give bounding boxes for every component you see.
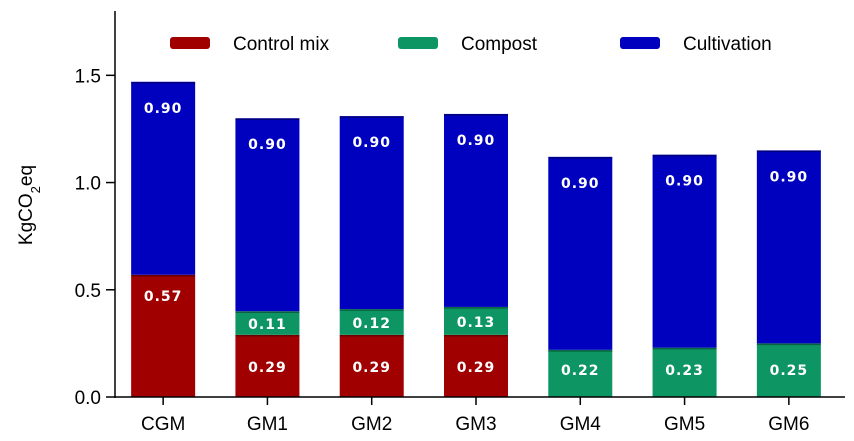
bar-control-mix-gm1 (235, 334, 300, 397)
bar-control-mix-gm3 (444, 334, 508, 397)
legend-swatch-compost (398, 37, 438, 49)
data-label-cultivation-gm3: 0.90 (457, 133, 496, 149)
x-tick-label-gm6: GM6 (768, 414, 809, 435)
y-axis-title-main: KgCO (16, 193, 37, 245)
y-tick-label-1.0: 1.0 (75, 174, 101, 195)
data-label-compost-gm1: 0.11 (248, 317, 287, 333)
y-axis-title-tail: eq (16, 165, 37, 186)
bar-control-mix-gm2 (339, 334, 404, 397)
data-label-cultivation-gm1: 0.90 (248, 137, 287, 153)
bar-control-mix-cgm (131, 274, 196, 397)
bar-cultivation-gm1 (235, 118, 300, 312)
legend-swatch-cultivation (620, 37, 660, 49)
y-tick-label-0.5: 0.5 (75, 281, 101, 302)
bar-compost-gm5 (652, 347, 717, 397)
legend-label-compost: Compost (461, 34, 538, 55)
x-axis: CGM GM1 GM2 GM3 GM4 GM5 GM6 (115, 396, 845, 435)
legend: Control mix Compost Cultivation (170, 34, 772, 55)
x-tick-label-cgm: CGM (141, 414, 185, 435)
bar-cultivation-gm2 (339, 116, 404, 310)
bar-compost-gm4 (548, 349, 613, 397)
bar-cultivation-cgm (131, 81, 196, 275)
data-labels: 0.57 0.90 0.29 0.11 0.90 0.29 0.12 0.90 0.29 0.13… (144, 101, 809, 379)
data-label-control-mix-gm2: 0.29 (352, 360, 391, 376)
data-label-cultivation-gm2: 0.90 (352, 135, 391, 151)
data-label-compost-gm5: 0.23 (665, 363, 704, 379)
data-label-control-mix-gm3: 0.29 (457, 360, 496, 376)
x-tick-label-gm5: GM5 (664, 414, 705, 435)
y-tick-label-0.0: 0.0 (75, 388, 101, 409)
data-label-compost-gm2: 0.12 (352, 316, 391, 332)
data-label-control-mix-cgm: 0.57 (144, 289, 183, 305)
legend-label-control-mix: Control mix (233, 34, 330, 55)
x-tick-label-gm4: GM4 (560, 414, 602, 435)
data-label-cultivation-gm5: 0.90 (665, 174, 704, 190)
y-axis-title-subscript: 2 (28, 186, 43, 193)
data-label-compost-gm4: 0.22 (561, 363, 600, 379)
bar-cultivation-gm3 (444, 113, 508, 307)
data-label-control-mix-gm1: 0.29 (248, 360, 287, 376)
data-label-cultivation-cgm: 0.90 (144, 101, 183, 117)
data-label-cultivation-gm4: 0.90 (561, 176, 600, 192)
x-tick-label-gm3: GM3 (455, 414, 496, 435)
y-axis: 0.0 0.5 1.0 1.5 (75, 11, 116, 409)
bars (131, 81, 821, 397)
bar-cultivation-gm4 (548, 156, 613, 350)
y-axis-title: KgCO2eq (16, 165, 43, 245)
bar-cultivation-gm6 (756, 150, 821, 344)
x-tick-label-gm1: GM1 (247, 414, 288, 435)
bar-compost-gm2 (339, 309, 404, 335)
bar-compost-gm1 (235, 311, 300, 335)
data-label-cultivation-gm6: 0.90 (770, 169, 809, 185)
y-tick-label-1.5: 1.5 (75, 66, 101, 87)
bar-cultivation-gm5 (652, 154, 717, 348)
legend-label-cultivation: Cultivation (683, 34, 772, 55)
data-label-compost-gm6: 0.25 (770, 363, 809, 379)
data-label-compost-gm3: 0.13 (457, 315, 496, 331)
bar-compost-gm6 (756, 343, 821, 397)
x-tick-label-gm2: GM2 (351, 414, 392, 435)
legend-swatch-control-mix (170, 37, 210, 49)
bar-compost-gm3 (444, 306, 508, 335)
